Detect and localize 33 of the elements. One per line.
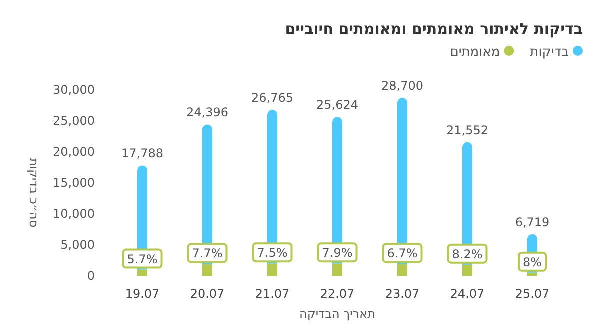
annotation: 5.7%: [127, 252, 158, 266]
total-label: 21,552: [446, 123, 488, 138]
x-tick-label: 21.07: [255, 287, 290, 301]
x-tick-label: 20.07: [190, 287, 225, 301]
y-tick-label: 5,000: [60, 238, 95, 252]
annotation: 6.7%: [387, 246, 418, 261]
x-tick-label: 23.07: [385, 287, 420, 301]
total-label: 17,788: [122, 146, 164, 161]
chart-title: בדיקות לאיתור מאומתים ומאומתים חיוביים: [285, 20, 583, 38]
x-tick-label: 19.07: [125, 287, 160, 301]
legend-label: בדיקות: [530, 45, 569, 60]
x-tick-label: 25.07: [515, 287, 550, 301]
x-tick-label: 24.07: [450, 287, 485, 301]
y-tick-label: 15,000: [53, 176, 95, 190]
total-label: 25,624: [316, 98, 358, 112]
annotation: 8%: [522, 255, 542, 270]
y-tick-label: 0: [87, 269, 95, 283]
legend-label: מאומתים: [450, 45, 500, 60]
y-tick-label: 30,000: [53, 83, 95, 97]
annotation: 8.2%: [452, 247, 483, 262]
y-axis-title: סה״כ בדיקות: [27, 158, 41, 228]
total-label: 24,396: [186, 106, 228, 120]
x-tick-label: 22.07: [320, 287, 355, 301]
y-tick-label: 25,000: [53, 114, 95, 128]
y-tick-label: 20,000: [53, 145, 95, 159]
total-label: 26,765: [252, 91, 294, 106]
annotation: 7.5%: [257, 246, 288, 260]
y-tick-label: 10,000: [53, 207, 95, 221]
x-axis-title: תאריך הבדיקה: [300, 307, 376, 321]
annotation: 7.9%: [322, 246, 353, 260]
total-label: 6,719: [515, 215, 550, 230]
annotation: 7.7%: [192, 246, 223, 261]
total-label: 28,700: [382, 79, 424, 94]
